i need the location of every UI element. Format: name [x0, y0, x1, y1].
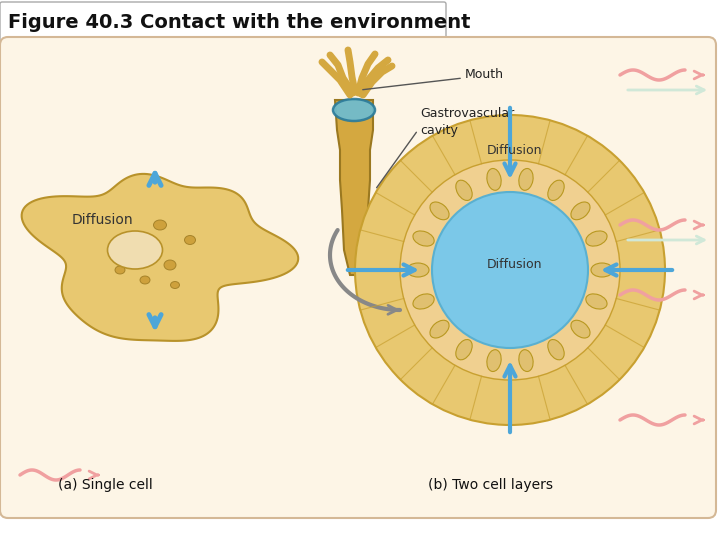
- Ellipse shape: [153, 220, 166, 230]
- Ellipse shape: [123, 239, 137, 251]
- Ellipse shape: [115, 266, 125, 274]
- Ellipse shape: [548, 340, 564, 360]
- Ellipse shape: [586, 294, 607, 309]
- Ellipse shape: [140, 276, 150, 284]
- Ellipse shape: [571, 202, 590, 220]
- Text: Diffusion: Diffusion: [487, 144, 543, 157]
- Circle shape: [355, 115, 665, 425]
- Ellipse shape: [171, 281, 179, 288]
- Text: Gastrovascular
cavity: Gastrovascular cavity: [420, 107, 514, 137]
- Ellipse shape: [413, 231, 434, 246]
- Ellipse shape: [487, 168, 501, 190]
- Ellipse shape: [430, 202, 449, 220]
- Ellipse shape: [413, 294, 434, 309]
- Ellipse shape: [184, 235, 196, 245]
- Polygon shape: [22, 174, 298, 341]
- Ellipse shape: [407, 263, 429, 277]
- Ellipse shape: [456, 180, 472, 200]
- Text: Diffusion: Diffusion: [72, 213, 134, 227]
- Text: (b) Two cell layers: (b) Two cell layers: [428, 478, 552, 492]
- Ellipse shape: [107, 231, 163, 269]
- Ellipse shape: [586, 231, 607, 246]
- Ellipse shape: [456, 340, 472, 360]
- Text: Figure 40.3 Contact with the environment: Figure 40.3 Contact with the environment: [8, 14, 470, 32]
- Ellipse shape: [571, 320, 590, 338]
- Ellipse shape: [548, 180, 564, 200]
- Ellipse shape: [591, 263, 613, 277]
- Ellipse shape: [519, 350, 533, 372]
- Text: Diffusion: Diffusion: [487, 259, 543, 272]
- Ellipse shape: [519, 168, 533, 190]
- Text: Mouth: Mouth: [465, 69, 504, 82]
- Ellipse shape: [164, 260, 176, 270]
- Text: (a) Single cell: (a) Single cell: [58, 478, 153, 492]
- FancyBboxPatch shape: [0, 37, 716, 518]
- Ellipse shape: [430, 320, 449, 338]
- FancyBboxPatch shape: [0, 2, 446, 44]
- Circle shape: [432, 192, 588, 348]
- Ellipse shape: [333, 99, 375, 121]
- Ellipse shape: [487, 350, 501, 372]
- Polygon shape: [335, 100, 373, 275]
- Circle shape: [400, 160, 620, 380]
